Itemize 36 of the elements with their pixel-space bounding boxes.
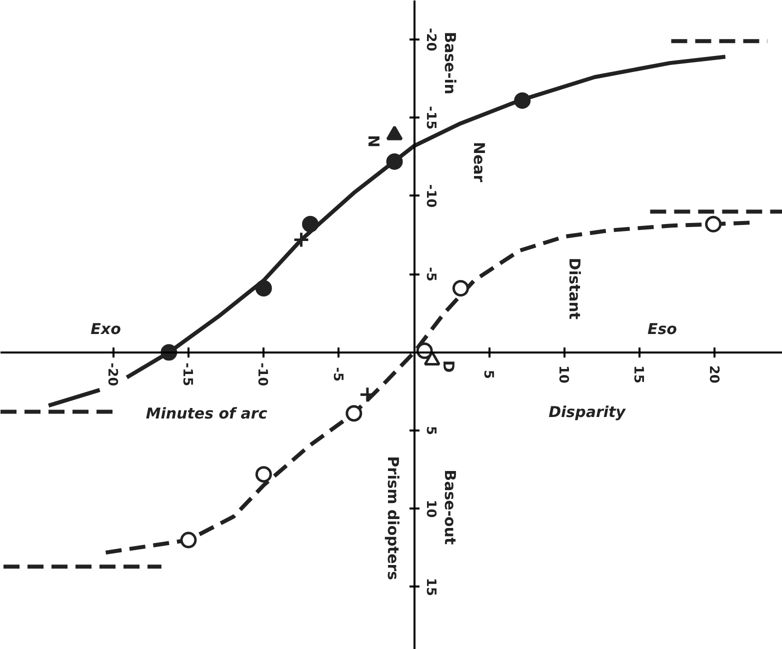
point <box>293 232 310 248</box>
point <box>180 532 197 548</box>
point <box>705 216 722 232</box>
point <box>514 92 531 109</box>
x-tick-label: -10 <box>254 362 270 386</box>
point <box>255 466 272 483</box>
annotation: N <box>364 134 382 148</box>
annotation: Exo <box>90 320 121 338</box>
y-tick-label: -5 <box>423 266 438 282</box>
annotation: Eso <box>647 320 677 338</box>
point <box>452 280 469 296</box>
x-tick-label: 10 <box>555 365 570 384</box>
point <box>302 216 319 232</box>
text: Distant <box>565 258 584 320</box>
y-tick-label: 5 <box>423 426 438 436</box>
x-axis-title: Disparity <box>548 402 627 421</box>
text: Near <box>470 142 488 183</box>
point <box>346 405 362 422</box>
x-tick-label: -15 <box>179 362 194 386</box>
x-tick-label: -5 <box>330 367 345 382</box>
annotation: Base-in <box>441 32 460 94</box>
y-axis-title: Prism diopters <box>384 456 402 580</box>
x-tick-label: 20 <box>706 365 721 384</box>
y-tick-label: -10 <box>423 184 438 208</box>
x-tick-label: 5 <box>480 370 496 379</box>
y-tick-label: 10 <box>423 500 438 518</box>
y-tick-label: 15 <box>423 578 438 596</box>
x-tick-label: -20 <box>104 362 120 386</box>
point <box>255 280 272 296</box>
y-tick-label: -15 <box>423 106 438 130</box>
x-tick-label: 15 <box>630 365 646 384</box>
point <box>386 153 403 170</box>
y-tick-label: -20 <box>423 28 438 52</box>
annotation: Base-out <box>441 470 460 545</box>
annotation: Minutes of arc <box>146 404 268 422</box>
annotation: D <box>440 360 458 373</box>
